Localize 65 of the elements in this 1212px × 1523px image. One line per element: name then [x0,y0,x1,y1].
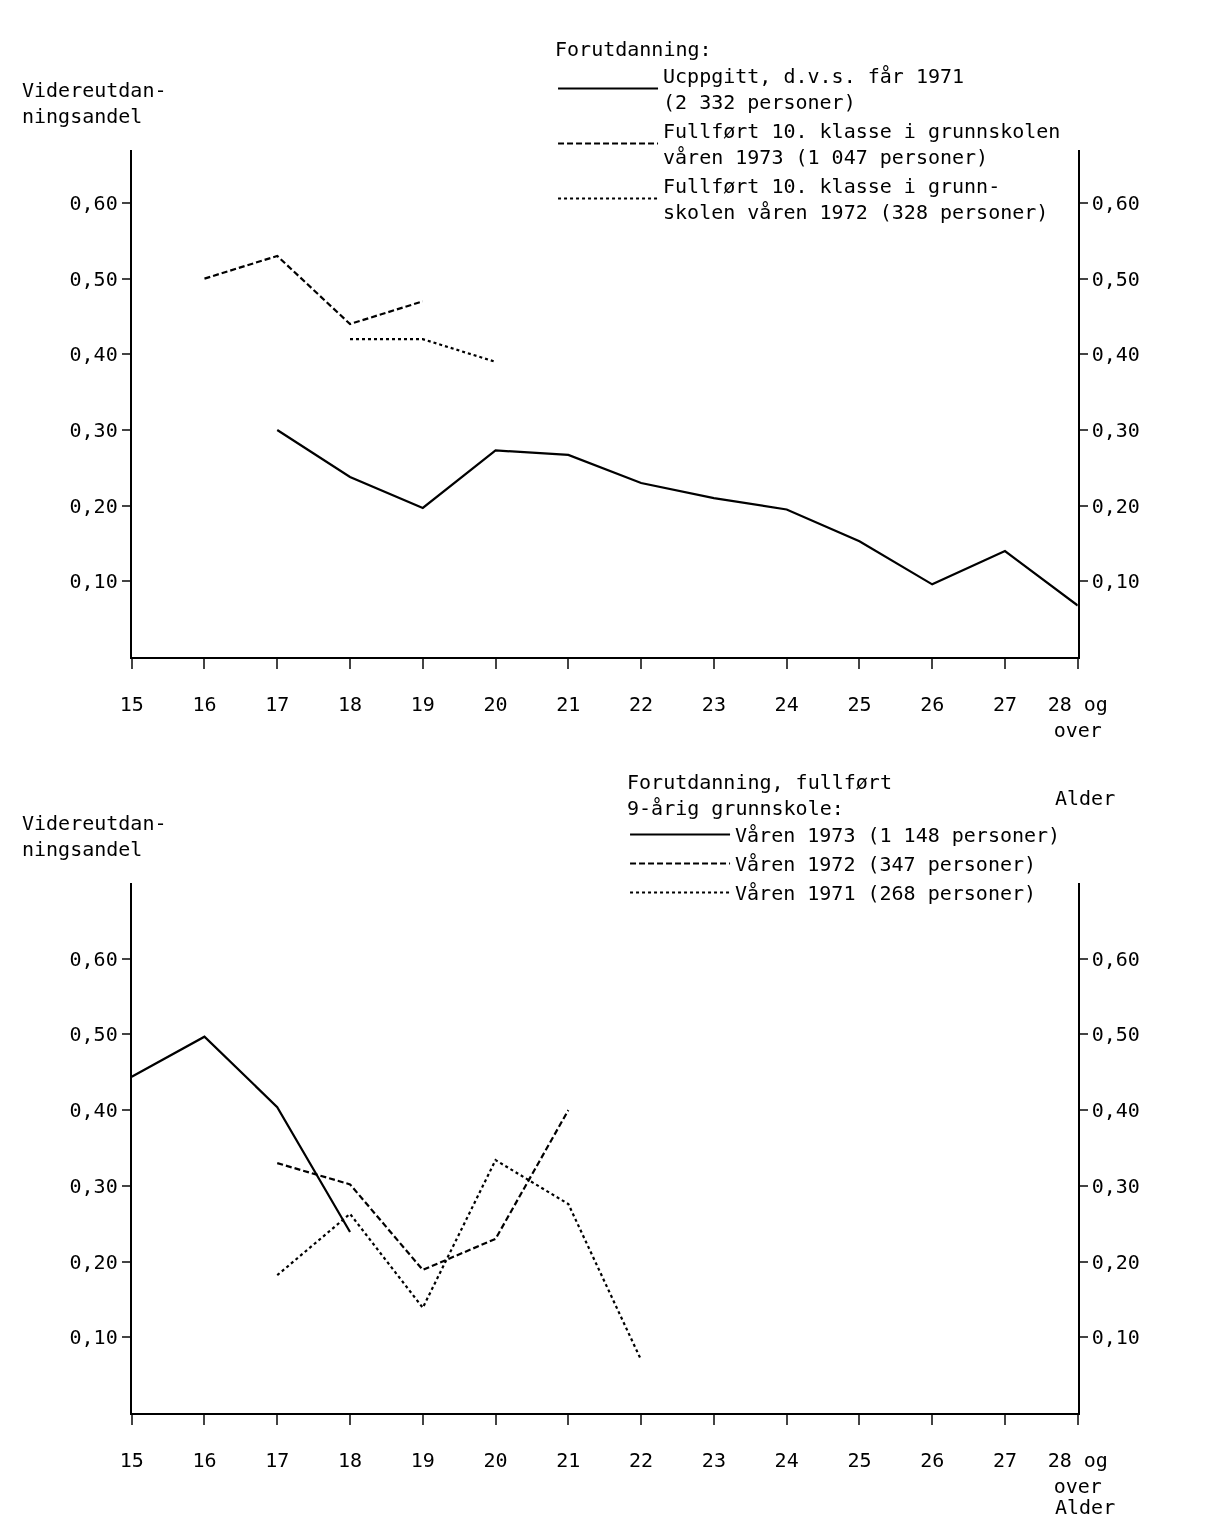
y-axis-title: Videreutdan- ningsandel [22,78,167,128]
y-tick-label: 0,20 [69,1249,118,1274]
y-tick-label: 0,30 [69,1173,118,1198]
legend-title: Forutdanning: [555,37,712,61]
y2-tick-label: 0,60 [1091,946,1140,971]
y-tick-label: 0,10 [69,569,118,594]
y-tick-label: 0,40 [69,1098,118,1123]
y-tick-label: 0,40 [69,342,118,367]
y2-tick-label: 0,50 [1091,1022,1140,1047]
x-tick-label: 24 [774,1448,799,1472]
x-axis-title: Alder [1055,1495,1116,1519]
legend-label: Fullført 10. klasse i grunn- skolen våren 1972 (328 personer) [663,174,1049,225]
x-tick-label: 25 [847,1448,872,1472]
x-tick-label: 17 [265,1448,290,1472]
y-tick-label: 0,20 [69,493,118,518]
y-tick-label: 0,60 [69,946,118,971]
y2-tick-label: 0,30 [1091,1173,1140,1198]
x-tick-label: 28 og over [1047,692,1108,742]
legend-label: Våren 1971 (268 personer) [735,881,1037,906]
y-tick-label: 0,50 [69,266,118,291]
x-tick-label: 28 og over [1047,1448,1108,1498]
x-tick-label: 24 [774,692,799,716]
x-tick-label: 16 [192,692,217,716]
y2-tick-label: 0,40 [1091,342,1140,367]
y-tick-label: 0,10 [69,1325,118,1350]
x-tick-label: 21 [556,692,581,716]
legend-title: Forutdanning, fullført 9-årig grunnskole: [627,770,892,820]
legend-label: Fullført 10. klasse i grunnskolen våren 1973 (1 047 personer) [663,119,1061,170]
x-tick-label: 20 [483,692,508,716]
y2-tick-label: 0,20 [1091,493,1140,518]
x-tick-label: 15 [119,1448,144,1472]
y-axis-title: Videreutdan- ningsandel [22,811,167,861]
y2-tick-label: 0,50 [1091,266,1140,291]
y2-tick-label: 0,60 [1091,190,1140,215]
y-tick-label: 0,60 [69,190,118,215]
x-tick-label: 26 [920,692,945,716]
y2-tick-label: 0,10 [1091,1325,1140,1350]
x-tick-label: 21 [556,1448,581,1472]
x-tick-label: 18 [337,1448,363,1472]
x-tick-label: 19 [410,692,435,716]
legend-label: Våren 1973 (1 148 personer) [735,823,1061,848]
x-tick-label: 23 [701,1448,726,1472]
x-tick-label: 20 [483,1448,508,1472]
x-tick-label: 16 [192,1448,217,1472]
y-tick-label: 0,50 [69,1022,118,1047]
x-tick-label: 15 [119,692,144,716]
x-tick-label: 23 [701,692,726,716]
x-axis-title: Alder [1055,786,1116,810]
x-tick-label: 17 [265,692,290,716]
x-tick-label: 22 [629,692,654,716]
x-tick-label: 27 [992,1448,1018,1472]
x-tick-label: 22 [629,1448,654,1472]
x-tick-label: 19 [410,1448,435,1472]
x-tick-label: 18 [337,692,363,716]
y2-tick-label: 0,20 [1091,1249,1140,1274]
y-tick-label: 0,30 [69,417,118,442]
legend-label: Våren 1972 (347 personer) [735,852,1037,877]
y2-tick-label: 0,10 [1091,569,1140,594]
y2-tick-label: 0,40 [1091,1098,1140,1123]
x-tick-label: 27 [992,692,1018,716]
x-tick-label: 25 [847,692,872,716]
y2-tick-label: 0,30 [1091,417,1140,442]
legend-label: Ucppgitt, d.v.s. får 1971 (2 332 personer) [663,64,965,115]
line-series [203,254,424,326]
x-tick-label: 26 [920,1448,945,1472]
